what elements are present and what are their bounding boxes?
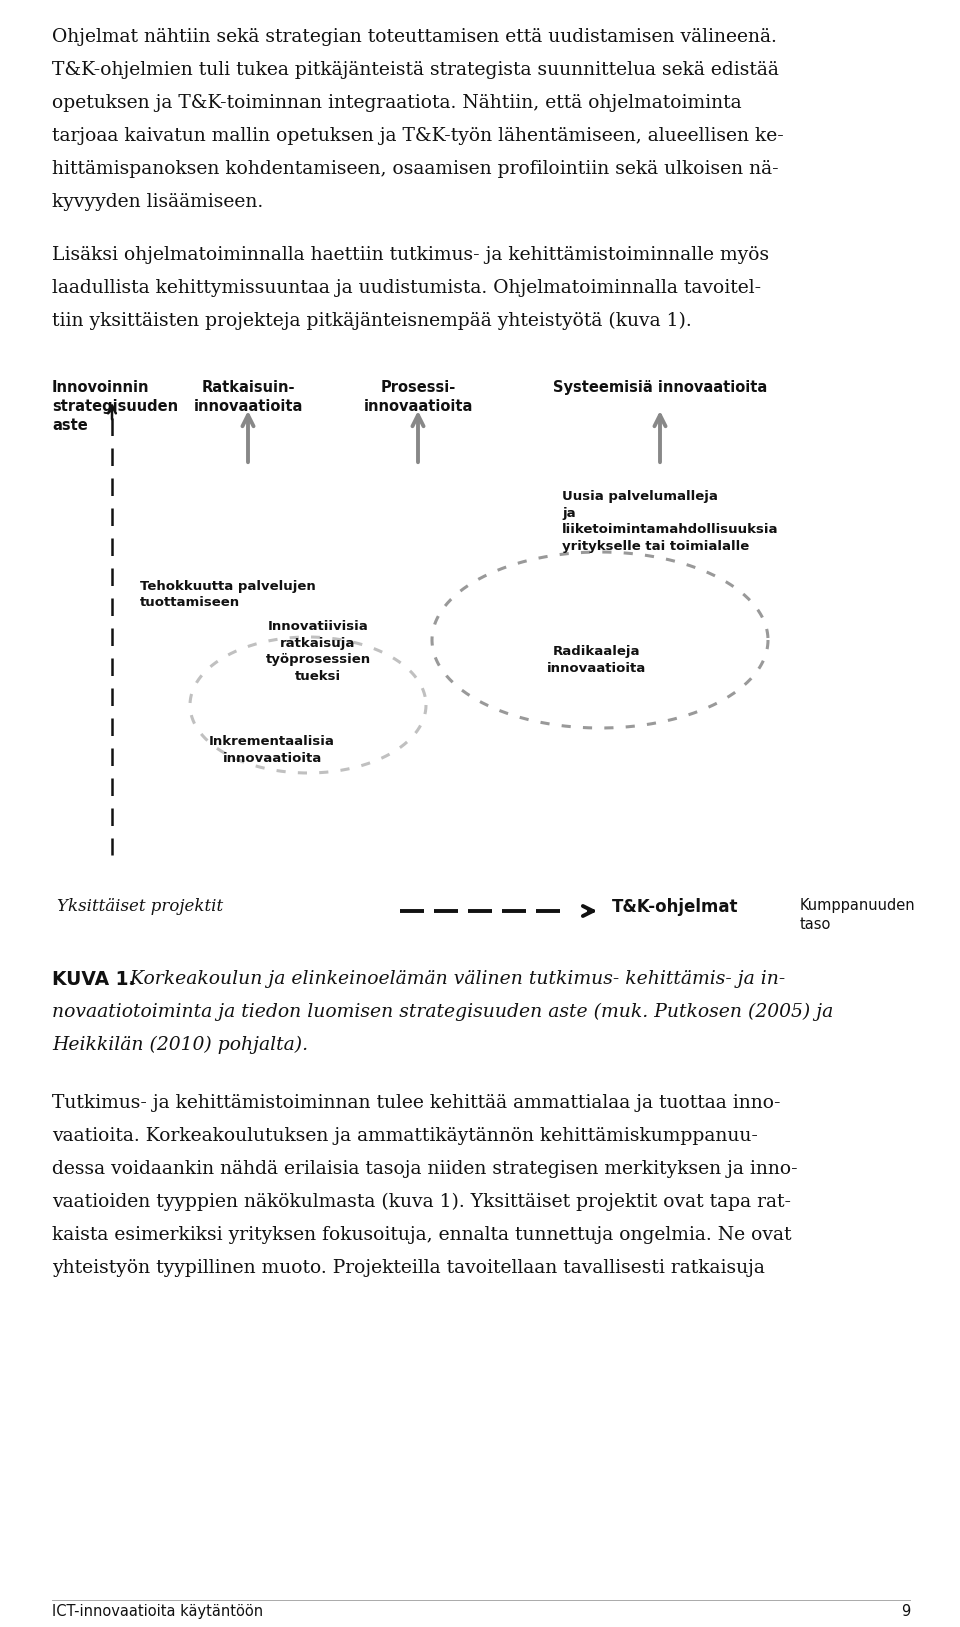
Text: kaista esimerkiksi yrityksen fokusoituja, ennalta tunnettuja ongelmia. Ne ovat: kaista esimerkiksi yrityksen fokusoituja…: [52, 1227, 791, 1245]
Text: Innovoinnin
strategisuuden
aste: Innovoinnin strategisuuden aste: [52, 381, 179, 433]
Text: T&K-ohjelmien tuli tukea pitkäjänteistä strategista suunnittelua sekä edistää: T&K-ohjelmien tuli tukea pitkäjänteistä …: [52, 60, 779, 80]
Text: Systeemisiä innovaatioita: Systeemisiä innovaatioita: [553, 381, 767, 395]
Text: opetuksen ja T&K-toiminnan integraatiota. Nähtiin, että ohjelmatoiminta: opetuksen ja T&K-toiminnan integraatiota…: [52, 94, 742, 112]
Text: KUVA 1.: KUVA 1.: [52, 970, 135, 989]
Text: Innovatiivisia
ratkaisuja
työprosessien
tueksi: Innovatiivisia ratkaisuja työprosessien …: [265, 620, 371, 682]
Text: 9: 9: [900, 1604, 910, 1619]
Text: kyvyyden lisäämiseen.: kyvyyden lisäämiseen.: [52, 194, 263, 212]
Text: Tehokkuutta palvelujen
tuottamiseen: Tehokkuutta palvelujen tuottamiseen: [140, 579, 316, 610]
Text: Radikaaleja
innovaatioita: Radikaaleja innovaatioita: [546, 644, 646, 675]
Text: Ohjelmat nähtiin sekä strategian toteuttamisen että uudistamisen välineenä.: Ohjelmat nähtiin sekä strategian toteutt…: [52, 28, 777, 46]
Text: Ratkaisuin-
innovaatioita: Ratkaisuin- innovaatioita: [193, 381, 302, 415]
Text: Korkeakoulun ja elinkeinoelämän välinen tutkimus- kehittämis- ja in-: Korkeakoulun ja elinkeinoelämän välinen …: [124, 970, 785, 988]
Text: hittämispanoksen kohdentamiseen, osaamisen profilointiin sekä ulkoisen nä-: hittämispanoksen kohdentamiseen, osaamis…: [52, 159, 779, 177]
Text: T&K-ohjelmat: T&K-ohjelmat: [612, 898, 738, 916]
Text: Uusia palvelumalleja
ja
liiketoimintamahdollisuuksia
yritykselle tai toimialalle: Uusia palvelumalleja ja liiketoimintamah…: [562, 490, 779, 553]
Text: vaatioiden tyyppien näkökulmasta (kuva 1). Yksittäiset projektit ovat tapa rat-: vaatioiden tyyppien näkökulmasta (kuva 1…: [52, 1193, 791, 1210]
Text: Prosessi-
innovaatioita: Prosessi- innovaatioita: [363, 381, 472, 415]
Text: Inkrementaalisia
innovaatioita: Inkrementaalisia innovaatioita: [209, 735, 335, 765]
Text: Kumppanuuden
taso: Kumppanuuden taso: [800, 898, 916, 932]
Text: ICT-innovaatioita käytäntöön: ICT-innovaatioita käytäntöön: [52, 1604, 263, 1619]
Text: Yksittäiset projektit: Yksittäiset projektit: [57, 898, 223, 914]
Text: yhteistyön tyypillinen muoto. Projekteilla tavoitellaan tavallisesti ratkaisuja: yhteistyön tyypillinen muoto. Projekteil…: [52, 1259, 765, 1277]
Text: tarjoaa kaivatun mallin opetuksen ja T&K-työn lähentämiseen, alueellisen ke-: tarjoaa kaivatun mallin opetuksen ja T&K…: [52, 127, 783, 145]
Text: tiin yksittäisten projekteja pitkäjänteisnempää yhteistyötä (kuva 1).: tiin yksittäisten projekteja pitkäjäntei…: [52, 312, 692, 330]
Text: dessa voidaankin nähdä erilaisia tasoja niiden strategisen merkityksen ja inno-: dessa voidaankin nähdä erilaisia tasoja …: [52, 1160, 798, 1178]
Text: Heikkilän (2010) pohjalta).: Heikkilän (2010) pohjalta).: [52, 1036, 308, 1054]
Text: laadullista kehittymissuuntaa ja uudistumista. Ohjelmatoiminnalla tavoitel-: laadullista kehittymissuuntaa ja uudistu…: [52, 278, 761, 298]
Text: Tutkimus- ja kehittämistoiminnan tulee kehittää ammattialaa ja tuottaa inno-: Tutkimus- ja kehittämistoiminnan tulee k…: [52, 1093, 780, 1111]
Text: novaatiotoiminta ja tiedon luomisen strategisuuden aste (muk. Putkosen (2005) ja: novaatiotoiminta ja tiedon luomisen stra…: [52, 1002, 833, 1022]
Text: vaatioita. Korkeakoulutuksen ja ammattikäytännön kehittämiskumppanuu-: vaatioita. Korkeakoulutuksen ja ammattik…: [52, 1128, 757, 1145]
Text: Lisäksi ohjelmatoiminnalla haettiin tutkimus- ja kehittämistoiminnalle myös: Lisäksi ohjelmatoiminnalla haettiin tutk…: [52, 246, 769, 264]
